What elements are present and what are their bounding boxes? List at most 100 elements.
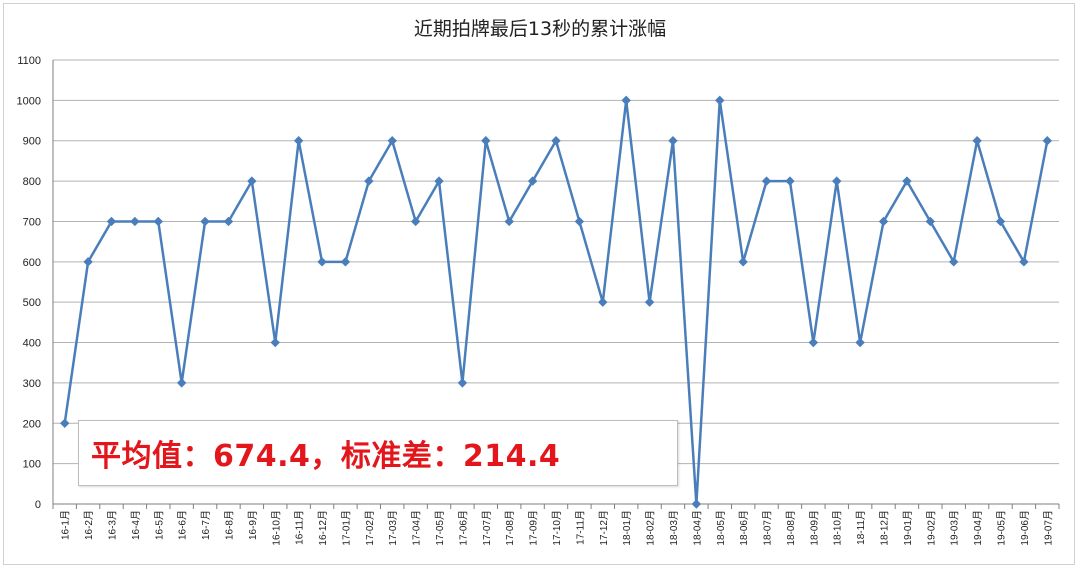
gridlines — [53, 59, 1059, 505]
x-tick-labels: 16-1月 16-2月 16-3月 16-4月 16-5月 16-6月 16-7月 16-8月… — [60, 510, 1055, 546]
x-tick-label: 18-02月 — [645, 510, 657, 546]
x-tick-label: 16-12月 — [317, 510, 329, 546]
x-tick-label: 16-5月 — [153, 510, 165, 540]
y-tick-labels: 0 100 200 300 400 500 600 700 800 900 1000 1100 — [17, 55, 41, 511]
data-point-marker — [855, 337, 865, 348]
x-tick-label: 17-07月 — [481, 510, 493, 546]
x-tick-label: 18-05月 — [715, 510, 727, 546]
x-tick-label: 18-07月 — [762, 510, 774, 546]
data-point-marker — [668, 136, 678, 146]
x-tick-label: 18-12月 — [879, 510, 891, 546]
data-point-marker — [247, 176, 257, 186]
data-point-marker — [153, 216, 163, 227]
data-point-marker — [949, 257, 959, 267]
data-point-marker — [176, 378, 187, 388]
x-tick-label: 18-09月 — [808, 510, 820, 546]
data-point-marker — [364, 176, 374, 186]
data-point-marker — [715, 95, 725, 106]
data-point-marker — [808, 337, 819, 348]
data-point-marker — [972, 136, 982, 146]
data-point-marker — [925, 216, 936, 227]
x-tick-label: 16-1月 — [60, 510, 72, 540]
y-tick-label: 800 — [23, 176, 41, 188]
x-tick-label: 16-10月 — [270, 510, 282, 546]
data-point-marker — [340, 257, 351, 267]
x-tick-label: 19-06月 — [1019, 510, 1031, 546]
data-point-marker — [785, 176, 795, 186]
data-point-marker — [223, 216, 234, 227]
data-point-marker — [574, 216, 585, 227]
axes — [52, 60, 1060, 509]
x-tick-label: 18-04月 — [691, 510, 703, 546]
data-point-marker — [761, 176, 772, 186]
y-tick-label: 700 — [23, 216, 41, 228]
x-tick-label: 16-9月 — [247, 510, 259, 540]
x-tick-label: 17-04月 — [411, 510, 423, 546]
data-point-marker — [317, 257, 327, 267]
data-point-marker — [598, 297, 608, 307]
data-point-marker — [738, 257, 748, 267]
x-tick-label: 17-01月 — [340, 510, 352, 546]
data-point-marker — [106, 216, 117, 227]
y-tick-label: 400 — [23, 338, 41, 350]
x-tick-label: 19-07月 — [1042, 510, 1054, 546]
x-tick-label: 17-03月 — [387, 510, 399, 546]
data-point-marker — [130, 216, 140, 227]
x-tick-label: 18-10月 — [832, 510, 844, 546]
data-point-marker — [200, 216, 210, 227]
y-tick-label: 1000 — [17, 95, 41, 107]
x-tick-label: 17-09月 — [528, 510, 540, 546]
data-point-marker — [434, 176, 444, 186]
x-tick-label: 16-7月 — [200, 510, 212, 540]
x-tick-label: 17-02月 — [364, 510, 376, 546]
data-point-marker — [1042, 136, 1053, 146]
x-tick-label: 16-8月 — [223, 510, 235, 540]
y-tick-label: 200 — [23, 418, 41, 430]
data-point-marker — [995, 216, 1006, 227]
statistics-annotation-box: 平均值：674.4，标准差：214.4 — [78, 420, 678, 486]
y-tick-label: 500 — [23, 297, 41, 309]
y-tick-label: 100 — [23, 459, 41, 471]
x-tick-label: 18-08月 — [785, 510, 797, 546]
data-point-marker — [691, 499, 702, 509]
data-point-marker — [551, 136, 561, 146]
data-point-marker — [832, 176, 842, 186]
data-point-marker — [878, 216, 889, 227]
y-tick-label: 1100 — [17, 55, 41, 67]
x-tick-label: 17-06月 — [457, 510, 469, 546]
x-tick-label: 17-10月 — [551, 510, 563, 546]
data-point-marker — [504, 216, 514, 227]
data-point-marker — [410, 216, 421, 227]
y-tick-label: 300 — [23, 378, 41, 390]
x-tick-label: 17-12月 — [598, 510, 610, 546]
x-tick-label: 19-05月 — [996, 510, 1008, 546]
y-tick-label: 0 — [35, 499, 41, 511]
x-tick-label: 16-2月 — [83, 510, 95, 540]
data-point-marker — [293, 136, 304, 146]
x-tick-label: 19-04月 — [972, 510, 984, 546]
data-point-marker — [83, 257, 93, 267]
x-tick-label: 19-03月 — [949, 510, 961, 546]
x-tick-label: 16-6月 — [177, 510, 189, 540]
series-markers — [59, 95, 1053, 509]
x-tick-label: 16-3月 — [106, 510, 118, 540]
data-point-marker — [481, 136, 491, 146]
x-tick-label: 18-03月 — [668, 510, 680, 546]
x-tick-label: 16-11月 — [294, 510, 306, 545]
x-tick-label: 18-11月 — [855, 510, 867, 545]
statistics-annotation-text: 平均值：674.4，标准差：214.4 — [91, 439, 561, 474]
x-tick-label: 16-4月 — [130, 510, 142, 540]
x-tick-label: 19-02月 — [925, 510, 937, 546]
data-point-marker — [59, 418, 70, 428]
data-point-marker — [527, 176, 538, 186]
x-tick-label: 17-11月 — [574, 510, 586, 545]
y-tick-label: 600 — [23, 257, 41, 269]
y-tick-label: 900 — [23, 136, 41, 148]
data-point-marker — [1019, 257, 1029, 267]
data-point-marker — [902, 176, 912, 186]
data-point-marker — [457, 378, 468, 388]
data-point-marker — [644, 297, 655, 307]
x-tick-label: 18-01月 — [621, 510, 633, 546]
x-tick-label: 17-05月 — [434, 510, 446, 546]
